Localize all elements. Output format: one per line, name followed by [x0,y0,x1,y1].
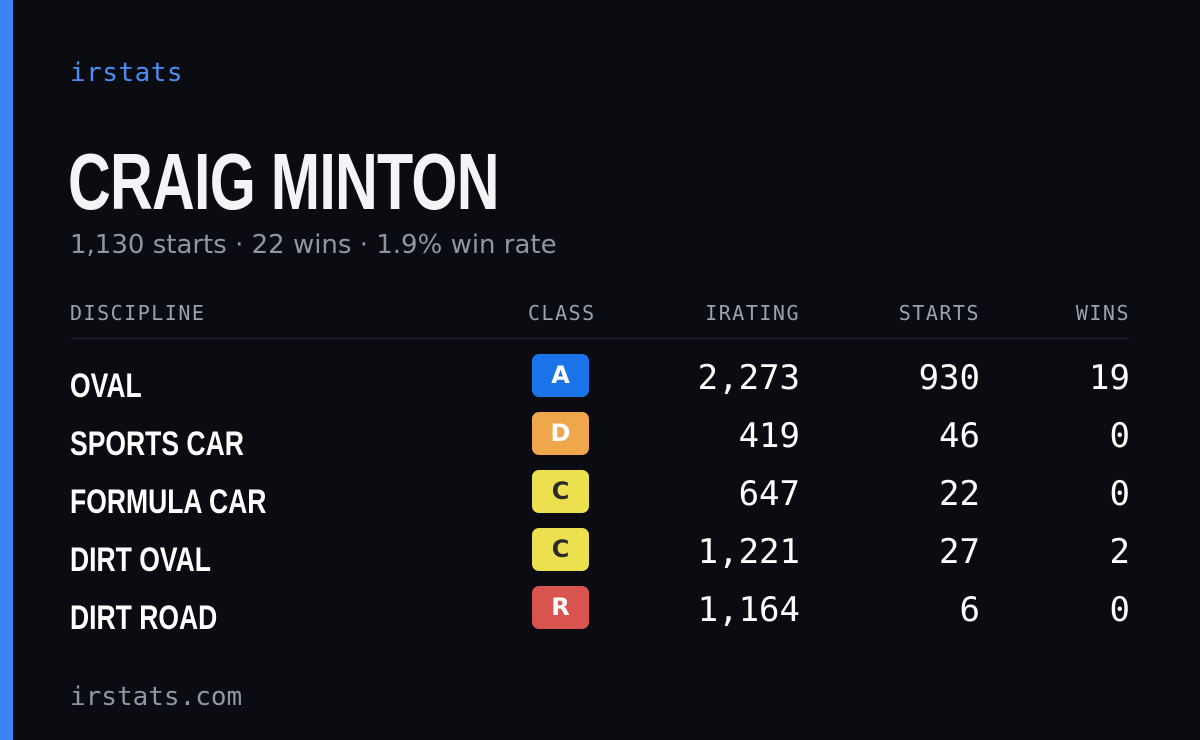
brand-logo: irstats [70,58,184,88]
discipline-name: DIRT OVAL [70,541,211,579]
footer-link[interactable]: irstats.com [70,682,243,712]
column-header-irating: IRATING [705,301,800,325]
irating-value: 2,273 [697,358,800,398]
class-badge: C [532,470,589,513]
page-title: CRAIG MINTON [68,137,499,226]
table-header: DISCIPLINE CLASS IRATING STARTS WINS [70,300,1130,339]
starts-value: 46 [939,416,980,456]
irating-value: 647 [738,474,800,514]
column-header-wins: WINS [1075,301,1130,325]
wins-value: 0 [1109,416,1130,456]
discipline-name: DIRT ROAD [70,599,218,637]
column-header-starts: STARTS [898,301,980,325]
wins-value: 0 [1109,590,1130,630]
wins-value: 19 [1089,358,1130,398]
table-row: FORMULA CAR C 647 22 0 [70,466,1130,524]
class-badge: R [532,586,589,629]
wins-value: 2 [1109,532,1130,572]
accent-bar [0,0,13,740]
table-row: DIRT ROAD R 1,164 6 0 [70,582,1130,640]
stats-table: OVAL A 2,273 930 19 SPORTS CAR D 419 46 … [70,350,1130,640]
class-badge: C [532,528,589,571]
irating-value: 419 [738,416,800,456]
table-row: DIRT OVAL C 1,221 27 2 [70,524,1130,582]
irating-value: 1,164 [697,590,800,630]
starts-value: 930 [918,358,980,398]
wins-value: 0 [1109,474,1130,514]
discipline-name: SPORTS CAR [70,425,244,463]
table-row: SPORTS CAR D 419 46 0 [70,408,1130,466]
class-badge: A [532,354,589,397]
irating-value: 1,221 [697,532,800,572]
starts-value: 22 [939,474,980,514]
column-header-class: CLASS [528,301,596,325]
table-row: OVAL A 2,273 930 19 [70,350,1130,408]
class-badge: D [532,412,589,455]
discipline-name: OVAL [70,367,142,405]
discipline-name: FORMULA CAR [70,483,267,521]
starts-value: 6 [959,590,980,630]
driver-summary: 1,130 starts · 22 wins · 1.9% win rate [70,230,557,260]
starts-value: 27 [939,532,980,572]
column-header-discipline: DISCIPLINE [70,301,206,325]
